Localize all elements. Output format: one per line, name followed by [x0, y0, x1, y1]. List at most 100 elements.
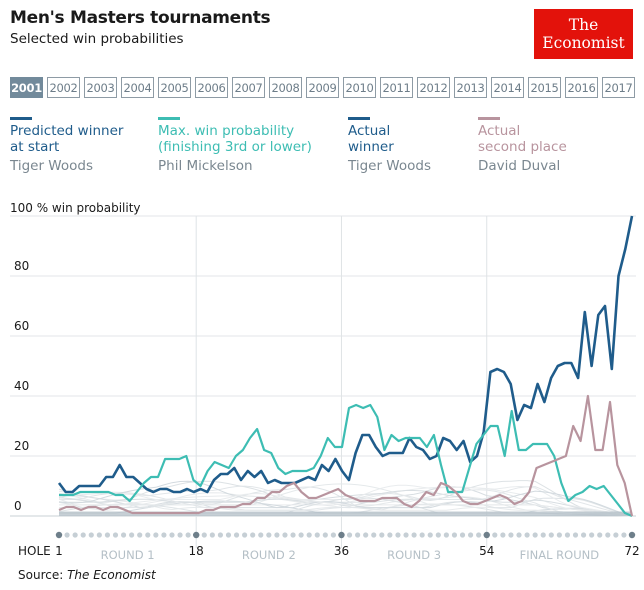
x-axis-label: HOLE — [18, 544, 51, 558]
hole-dot — [564, 532, 571, 538]
year-tab-2009[interactable]: 2009 — [306, 77, 339, 98]
hole-dot — [282, 532, 288, 538]
year-tab-2012[interactable]: 2012 — [417, 77, 450, 98]
chart-subtitle: Selected win probabilities — [10, 31, 184, 47]
hole-dot — [209, 532, 215, 538]
year-tab-2013[interactable]: 2013 — [454, 77, 487, 98]
hole-dot — [145, 532, 151, 538]
round-label: ROUND 3 — [387, 548, 441, 562]
hole-dot — [137, 532, 143, 538]
hole-dot — [532, 532, 538, 538]
x-tick-label-54: 54 — [479, 544, 494, 558]
hole-dot — [120, 532, 127, 538]
hole-dot — [80, 532, 86, 538]
hole-dot — [435, 532, 441, 538]
source-note: Source: The Economist — [18, 568, 156, 582]
logo-line-2: Economist — [542, 34, 625, 52]
hole-dot — [104, 532, 111, 538]
hole-dot — [492, 532, 498, 538]
legend-label-line1: Predicted winner — [10, 123, 124, 139]
hole-dot — [379, 532, 385, 538]
hole-dot-major — [55, 531, 63, 539]
hole-dot — [411, 532, 417, 538]
hole-dot — [427, 532, 433, 538]
hole-dot — [500, 532, 506, 538]
hole-dot — [572, 532, 579, 538]
hole-dot — [363, 532, 369, 538]
legend-label-line2: winner — [348, 139, 394, 155]
year-tab-2005[interactable]: 2005 — [158, 77, 191, 98]
hole-dot — [242, 532, 248, 538]
year-tab-2011[interactable]: 2011 — [380, 77, 413, 98]
year-tab-2004[interactable]: 2004 — [121, 77, 154, 98]
hole-dot — [419, 532, 425, 538]
hole-dot — [233, 532, 240, 538]
year-tab-2017[interactable]: 2017 — [602, 77, 635, 98]
hole-dot — [64, 532, 70, 538]
x-tick-label-36: 36 — [334, 544, 349, 558]
year-tab-2003[interactable]: 2003 — [84, 77, 117, 98]
hole-dot — [112, 532, 119, 538]
x-tick-label-72: 72 — [624, 544, 639, 558]
x-tick-label-18: 18 — [189, 544, 204, 558]
hole-dot — [330, 532, 336, 538]
hole-dot — [225, 532, 232, 538]
year-tab-2002[interactable]: 2002 — [47, 77, 80, 98]
legend-label-line1: Actual — [348, 123, 391, 139]
year-tab-2015[interactable]: 2015 — [528, 77, 561, 98]
y-tick-label-0: 0 — [14, 499, 22, 513]
hole-dot — [476, 532, 482, 538]
hole-dot — [540, 532, 546, 538]
x-tick-label-1: 1 — [55, 544, 63, 558]
legend-swatch — [10, 117, 32, 120]
hole-dot-major — [483, 531, 490, 539]
series-line-phil-mickelson — [59, 403, 633, 518]
hole-dot — [161, 532, 167, 538]
year-tab-2014[interactable]: 2014 — [491, 77, 524, 98]
round-label: ROUND 1 — [101, 548, 155, 562]
series-line-other-player — [59, 495, 633, 517]
hole-dot-major — [192, 531, 200, 539]
y-axis-label: 100 % win probability — [10, 201, 141, 215]
y-tick-label-60: 60 — [14, 319, 29, 333]
hole-dot — [72, 532, 78, 538]
hole-dot — [266, 532, 272, 538]
legend-actual-second-place: Actual second place David Duval — [478, 117, 567, 175]
series-line-other-player — [58, 486, 633, 517]
hole-dot — [322, 532, 328, 538]
hole-dot — [613, 532, 619, 538]
legend-label-line2: at start — [10, 139, 60, 155]
hole-dot — [129, 532, 135, 538]
legend-player: Phil Mickelson — [158, 158, 253, 174]
year-tab-2010[interactable]: 2010 — [343, 77, 376, 98]
legend-swatch — [478, 117, 500, 120]
hole-dot — [621, 532, 627, 538]
hole-dot — [169, 532, 175, 538]
round-label: ROUND 2 — [242, 548, 296, 562]
year-tab-2007[interactable]: 2007 — [232, 77, 265, 98]
economist-logo: The Economist — [534, 9, 633, 59]
series-line-other-player — [58, 480, 633, 517]
hole-dot — [250, 532, 256, 538]
hole-dot — [314, 532, 320, 538]
legend-player: Tiger Woods — [10, 158, 93, 174]
y-tick-label-20: 20 — [14, 439, 29, 453]
hole-dot — [88, 532, 94, 538]
hole-dot — [467, 532, 474, 538]
legend-player: David Duval — [478, 158, 561, 174]
hole-dot — [605, 532, 611, 538]
hole-dot — [177, 532, 183, 538]
round-label: FINAL ROUND — [520, 548, 600, 562]
year-tab-2006[interactable]: 2006 — [195, 77, 228, 98]
legend-swatch — [348, 117, 370, 120]
chart-title: Men's Masters tournaments — [10, 8, 271, 28]
series-line-other-player — [58, 489, 633, 517]
year-tab-2008[interactable]: 2008 — [269, 77, 302, 98]
series-line-tiger-woods — [57, 215, 634, 494]
year-tab-2001[interactable]: 2001 — [10, 77, 43, 98]
hole-dot — [395, 532, 401, 538]
year-tab-2016[interactable]: 2016 — [565, 77, 598, 98]
hole-dot — [371, 532, 377, 538]
legend-label-line2: second place — [478, 139, 567, 155]
hole-dot — [274, 532, 280, 538]
